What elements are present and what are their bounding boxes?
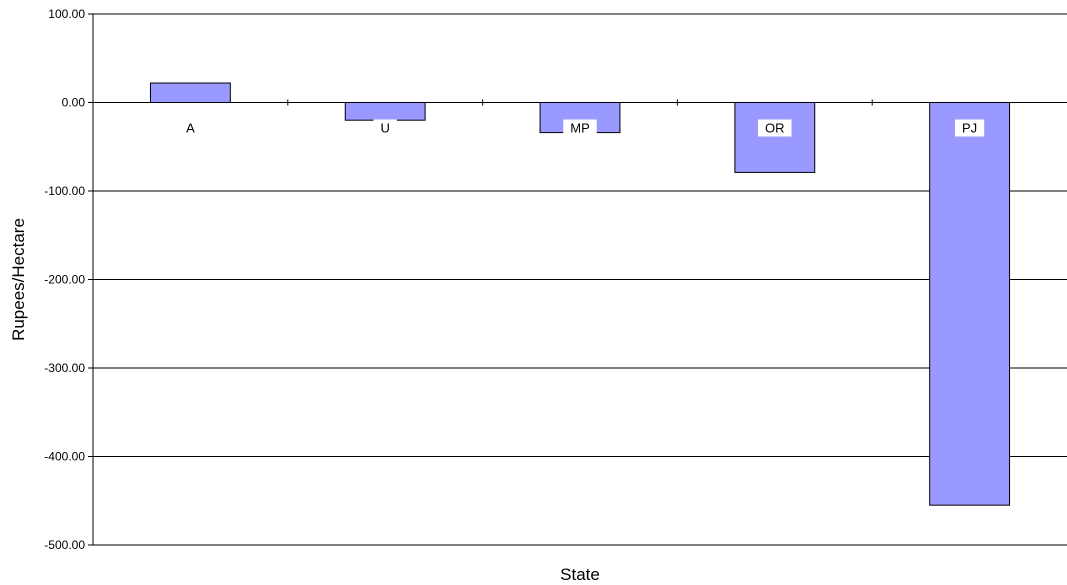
category-label-u: U (373, 119, 397, 137)
y-tick-label: -500.00 (44, 538, 85, 552)
category-label-text: PJ (962, 121, 977, 136)
category-label-bg (563, 119, 597, 137)
category-label-text: MP (570, 121, 590, 136)
category-label-or: OR (758, 119, 792, 137)
y-tick-label: -100.00 (44, 184, 85, 198)
category-label-text: A (186, 121, 195, 136)
y-tick-label: -400.00 (44, 450, 85, 464)
y-tick-label: 100.00 (48, 7, 85, 21)
category-label-bg (955, 119, 985, 137)
bars (149, 82, 1011, 506)
category-label-mp: MP (563, 119, 597, 137)
gridlines (93, 13, 1067, 546)
bar-u (344, 102, 426, 121)
bar-pj (929, 102, 1011, 506)
category-label-a: A (179, 119, 203, 137)
bar-a (149, 82, 231, 103)
bar-or (734, 102, 816, 173)
category-label-bg (758, 119, 792, 137)
category-label-pj: PJ (955, 119, 985, 137)
y-tick-label: -300.00 (44, 361, 85, 375)
category-label-bg (373, 119, 397, 137)
category-label-bg (179, 119, 203, 137)
x-axis-title: State (560, 565, 600, 584)
category-label-text: U (381, 121, 390, 136)
y-axis-title: Rupees/Hectare (9, 218, 28, 341)
category-label-text: OR (765, 121, 785, 136)
y-tick-label: 0.00 (62, 96, 86, 110)
y-tick-label: -200.00 (44, 273, 85, 287)
category-labels: A U MP OR PJ (179, 119, 985, 137)
